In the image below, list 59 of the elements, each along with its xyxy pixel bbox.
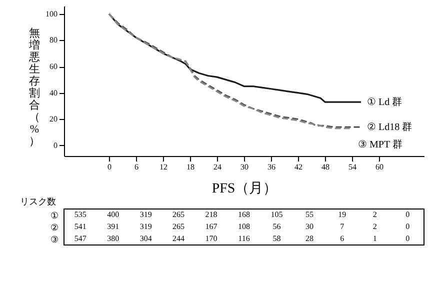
x-tick-label: 30 <box>240 162 248 172</box>
text: 無増悪生存割合（%） <box>29 28 40 148</box>
y-tick-label: 60 <box>50 62 58 72</box>
text: 400 <box>107 210 120 219</box>
text: 170 <box>205 234 218 243</box>
text: 7 <box>340 222 344 231</box>
text: ② <box>50 222 58 232</box>
x-tick-label: 24 <box>214 162 222 172</box>
text: 2 <box>372 222 377 231</box>
text: 168 <box>238 210 250 219</box>
text: 535 <box>74 210 86 219</box>
text: 116 <box>238 234 250 243</box>
text: 265 <box>172 222 185 231</box>
y-tick-label: 100 <box>46 9 58 18</box>
text: 2 <box>372 210 377 219</box>
x-tick-label: 36 <box>268 162 276 172</box>
series-label: ① Ld 群 <box>367 96 402 108</box>
text: ① <box>50 210 58 220</box>
text: 108 <box>238 222 250 231</box>
series-label: ③ MPT 群 <box>358 138 402 150</box>
text: 265 <box>172 210 185 219</box>
y-tick-label: 20 <box>50 114 58 124</box>
text: 218 <box>205 210 218 219</box>
text: 304 <box>140 234 152 243</box>
text: 380 <box>107 234 120 243</box>
x-tick-label: 0 <box>108 162 112 172</box>
text: 244 <box>172 234 185 243</box>
x-tick-label: 42 <box>294 162 302 172</box>
series-label: ② Ld18 群 <box>367 121 412 134</box>
x-tick-label: 54 <box>348 162 356 172</box>
text: 55 <box>305 210 314 219</box>
text: 319 <box>140 222 152 231</box>
text: 0 <box>406 210 410 219</box>
y-tick-label: 80 <box>50 36 58 45</box>
x-tick-label: 18 <box>186 162 194 172</box>
x-tick-label: 60 <box>376 162 384 172</box>
x-tick-label: 12 <box>160 162 168 172</box>
text: 6 <box>340 234 344 243</box>
text: 56 <box>272 222 281 231</box>
text: 30 <box>305 222 314 231</box>
text: ③ <box>50 234 58 244</box>
text: 105 <box>270 210 283 219</box>
text: 19 <box>338 210 346 219</box>
text: 541 <box>74 222 86 231</box>
text: 1 <box>372 234 377 243</box>
text: 28 <box>305 234 314 243</box>
x-tick-label: 48 <box>322 162 330 172</box>
x-axis-title: PFS（月） <box>212 182 278 196</box>
text: 58 <box>272 234 281 243</box>
text: 0 <box>406 234 410 243</box>
x-tick-label: 6 <box>134 162 138 172</box>
text: 0 <box>406 222 410 231</box>
y-tick-label: 0 <box>54 140 58 150</box>
text: 547 <box>74 234 86 243</box>
y-tick-label: 40 <box>50 88 58 98</box>
text: 319 <box>140 210 152 219</box>
text: 391 <box>107 222 120 231</box>
text: リスク数 <box>20 196 56 206</box>
text: 167 <box>205 222 218 231</box>
